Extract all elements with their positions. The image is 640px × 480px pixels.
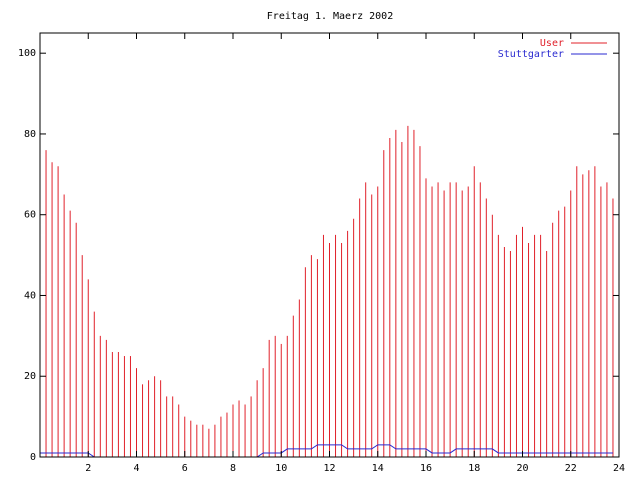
- y-tick-label: 0: [30, 452, 36, 463]
- chart-title: Freitag 1. Maerz 2002: [267, 11, 393, 22]
- y-tick-label: 100: [18, 48, 36, 59]
- x-tick-label: 18: [468, 463, 480, 474]
- x-tick-label: 22: [565, 463, 577, 474]
- y-tick-label: 80: [24, 129, 36, 140]
- x-tick-label: 14: [372, 463, 384, 474]
- y-tick-label: 60: [24, 210, 36, 221]
- legend-label: Stuttgarter: [498, 49, 564, 60]
- x-tick-label: 16: [420, 463, 432, 474]
- x-tick-label: 4: [133, 463, 139, 474]
- x-tick-label: 10: [275, 463, 287, 474]
- x-tick-label: 6: [182, 463, 188, 474]
- x-tick-label: 24: [613, 463, 625, 474]
- y-tick-label: 40: [24, 290, 36, 301]
- x-tick-label: 20: [516, 463, 528, 474]
- x-tick-label: 2: [85, 463, 91, 474]
- x-tick-label: 12: [323, 463, 335, 474]
- legend-label: User: [540, 38, 564, 49]
- x-tick-label: 8: [230, 463, 236, 474]
- y-tick-label: 20: [24, 371, 36, 382]
